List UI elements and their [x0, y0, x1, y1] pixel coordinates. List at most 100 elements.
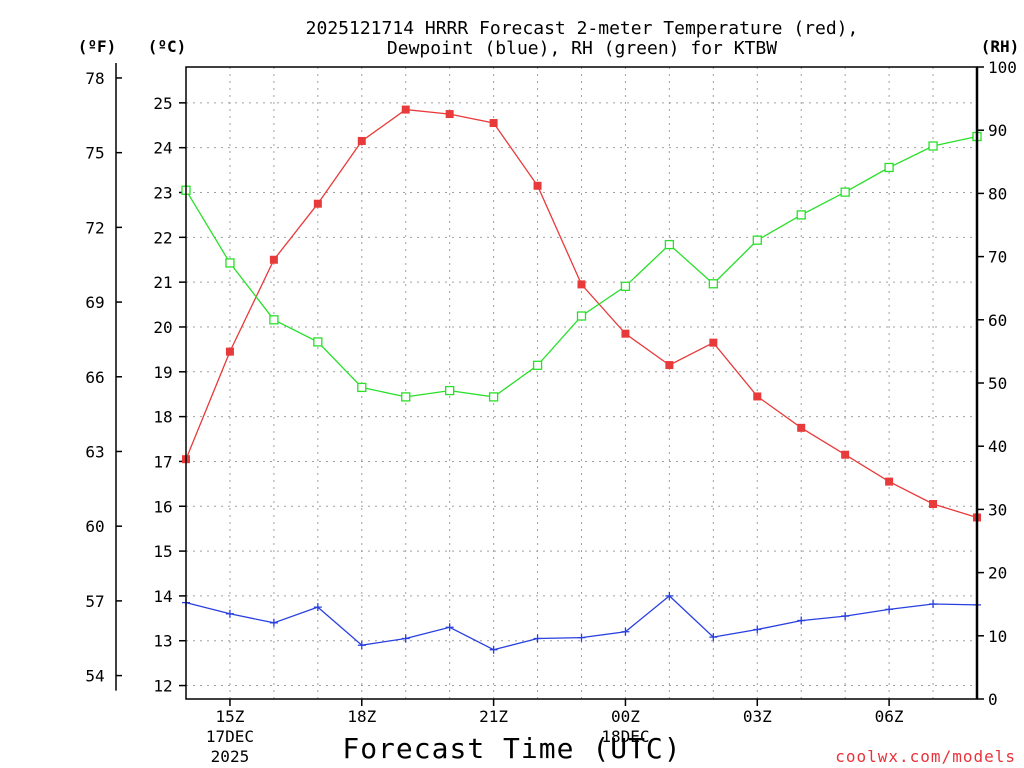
temperature-point [225, 347, 234, 356]
rh-tick-label: 20 [988, 564, 1007, 583]
celsius-tick-label: 15 [153, 542, 172, 561]
celsius-tick-label: 17 [153, 452, 172, 471]
dewpoint-point [401, 634, 410, 643]
rh-point [928, 141, 938, 151]
temperature-point [313, 199, 322, 208]
fahrenheit-unit-label: (ºF) [78, 37, 117, 56]
fahrenheit-tick-label: 60 [85, 517, 104, 536]
dewpoint-point [665, 591, 674, 600]
temperature-point [533, 181, 542, 190]
chart-title: 2025121714 HRRR Forecast 2-meter Tempera… [306, 18, 859, 39]
temperature-point [885, 477, 894, 486]
rh-point [357, 382, 367, 393]
fahrenheit-tick-label: 69 [85, 293, 104, 312]
dewpoint-point [445, 623, 454, 632]
dewpoint-point [797, 616, 806, 625]
fahrenheit-tick-label: 63 [85, 442, 104, 461]
rh-unit-label: (RH) [981, 37, 1020, 56]
rh-point [840, 187, 850, 197]
celsius-unit-label: (ºC) [148, 37, 187, 56]
dewpoint-point [577, 633, 586, 642]
temperature-point [269, 255, 278, 264]
temperature-point [489, 119, 498, 128]
rh-tick-label: 80 [988, 184, 1007, 203]
rh-tick-label: 60 [988, 311, 1007, 330]
rh-tick-label: 0 [988, 690, 998, 709]
temperature-point [929, 500, 938, 509]
temperature-point [621, 329, 630, 338]
x-tick-sublabel: 2025 [211, 747, 250, 766]
dewpoint-point [225, 609, 234, 618]
x-tick-sublabel: 18DEC [601, 727, 649, 746]
x-tick-label: 21Z [479, 707, 508, 726]
rh-point [225, 258, 235, 268]
dewpoint-point [533, 634, 542, 643]
dewpoint-point [753, 625, 762, 634]
dewpoint-point [929, 599, 938, 608]
rh-point [532, 360, 543, 370]
x-tick-label: 18Z [347, 707, 376, 726]
dewpoint-point [885, 605, 894, 614]
dewpoint-point [489, 645, 498, 654]
temperature-point [401, 105, 410, 114]
celsius-tick-label: 25 [153, 94, 172, 113]
celsius-tick-label: 20 [153, 318, 172, 337]
rh-tick-label: 100 [988, 58, 1017, 77]
fahrenheit-tick-label: 57 [85, 592, 104, 611]
rh-point [708, 279, 718, 289]
celsius-tick-label: 19 [153, 363, 172, 382]
temperature-point [665, 361, 674, 370]
credit-text: coolwx.com/models [835, 747, 1016, 766]
rh-tick-label: 30 [988, 500, 1007, 519]
chart-subtitle: Dewpoint (blue), RH (green) for KTBW [387, 38, 777, 59]
celsius-tick-label: 16 [153, 497, 172, 516]
celsius-tick-label: 18 [153, 408, 172, 427]
rh-tick-label: 70 [988, 248, 1007, 267]
temperature-point [357, 136, 366, 145]
dewpoint-point [269, 618, 278, 627]
dewpoint-point [621, 627, 630, 636]
x-tick-sublabel: 17DEC [206, 727, 254, 746]
dewpoint-point [357, 641, 366, 650]
rh-point [620, 281, 631, 291]
temperature-point [753, 392, 762, 401]
rh-point [488, 392, 499, 402]
celsius-tick-label: 13 [153, 632, 172, 651]
dewpoint-point [313, 603, 322, 612]
fahrenheit-tick-label: 66 [85, 368, 104, 387]
celsius-tick-label: 23 [153, 184, 172, 203]
temperature-point [577, 280, 586, 289]
temperature-point [841, 450, 850, 459]
temperature-point [797, 423, 806, 432]
celsius-tick-label: 12 [153, 677, 172, 696]
rh-point [313, 337, 323, 347]
x-tick-label: 03Z [743, 707, 772, 726]
x-tick-label: 06Z [875, 707, 904, 726]
rh-point [445, 385, 455, 396]
fahrenheit-tick-label: 72 [85, 218, 104, 237]
celsius-tick-label: 21 [153, 273, 172, 292]
temperature-point [445, 110, 454, 119]
axes: 12 13 14 15 16 17 18 19 20 21 22 23 24 25 54 57 60 63 66 69… [85, 58, 1017, 766]
fahrenheit-tick-label: 54 [85, 667, 104, 686]
celsius-tick-label: 22 [153, 228, 172, 247]
fahrenheit-tick-label: 75 [85, 144, 104, 163]
rh-tick-label: 40 [988, 437, 1007, 456]
temperature-point [709, 338, 718, 347]
rh-tick-label: 10 [988, 627, 1007, 646]
rh-tick-label: 50 [988, 374, 1007, 393]
rh-point [884, 162, 894, 173]
rh-point [796, 210, 806, 220]
x-axis-title: Forecast Time (UTC) [342, 732, 681, 765]
rh-point [576, 311, 587, 321]
celsius-tick-label: 24 [153, 139, 172, 158]
rh-tick-label: 90 [988, 121, 1007, 140]
celsius-tick-label: 14 [153, 587, 172, 606]
rh-point [269, 315, 279, 325]
rh-point [664, 239, 675, 250]
rh-point [752, 235, 762, 245]
dewpoint-point [709, 633, 718, 642]
fahrenheit-tick-label: 78 [85, 69, 104, 88]
x-tick-label: 00Z [611, 707, 640, 726]
